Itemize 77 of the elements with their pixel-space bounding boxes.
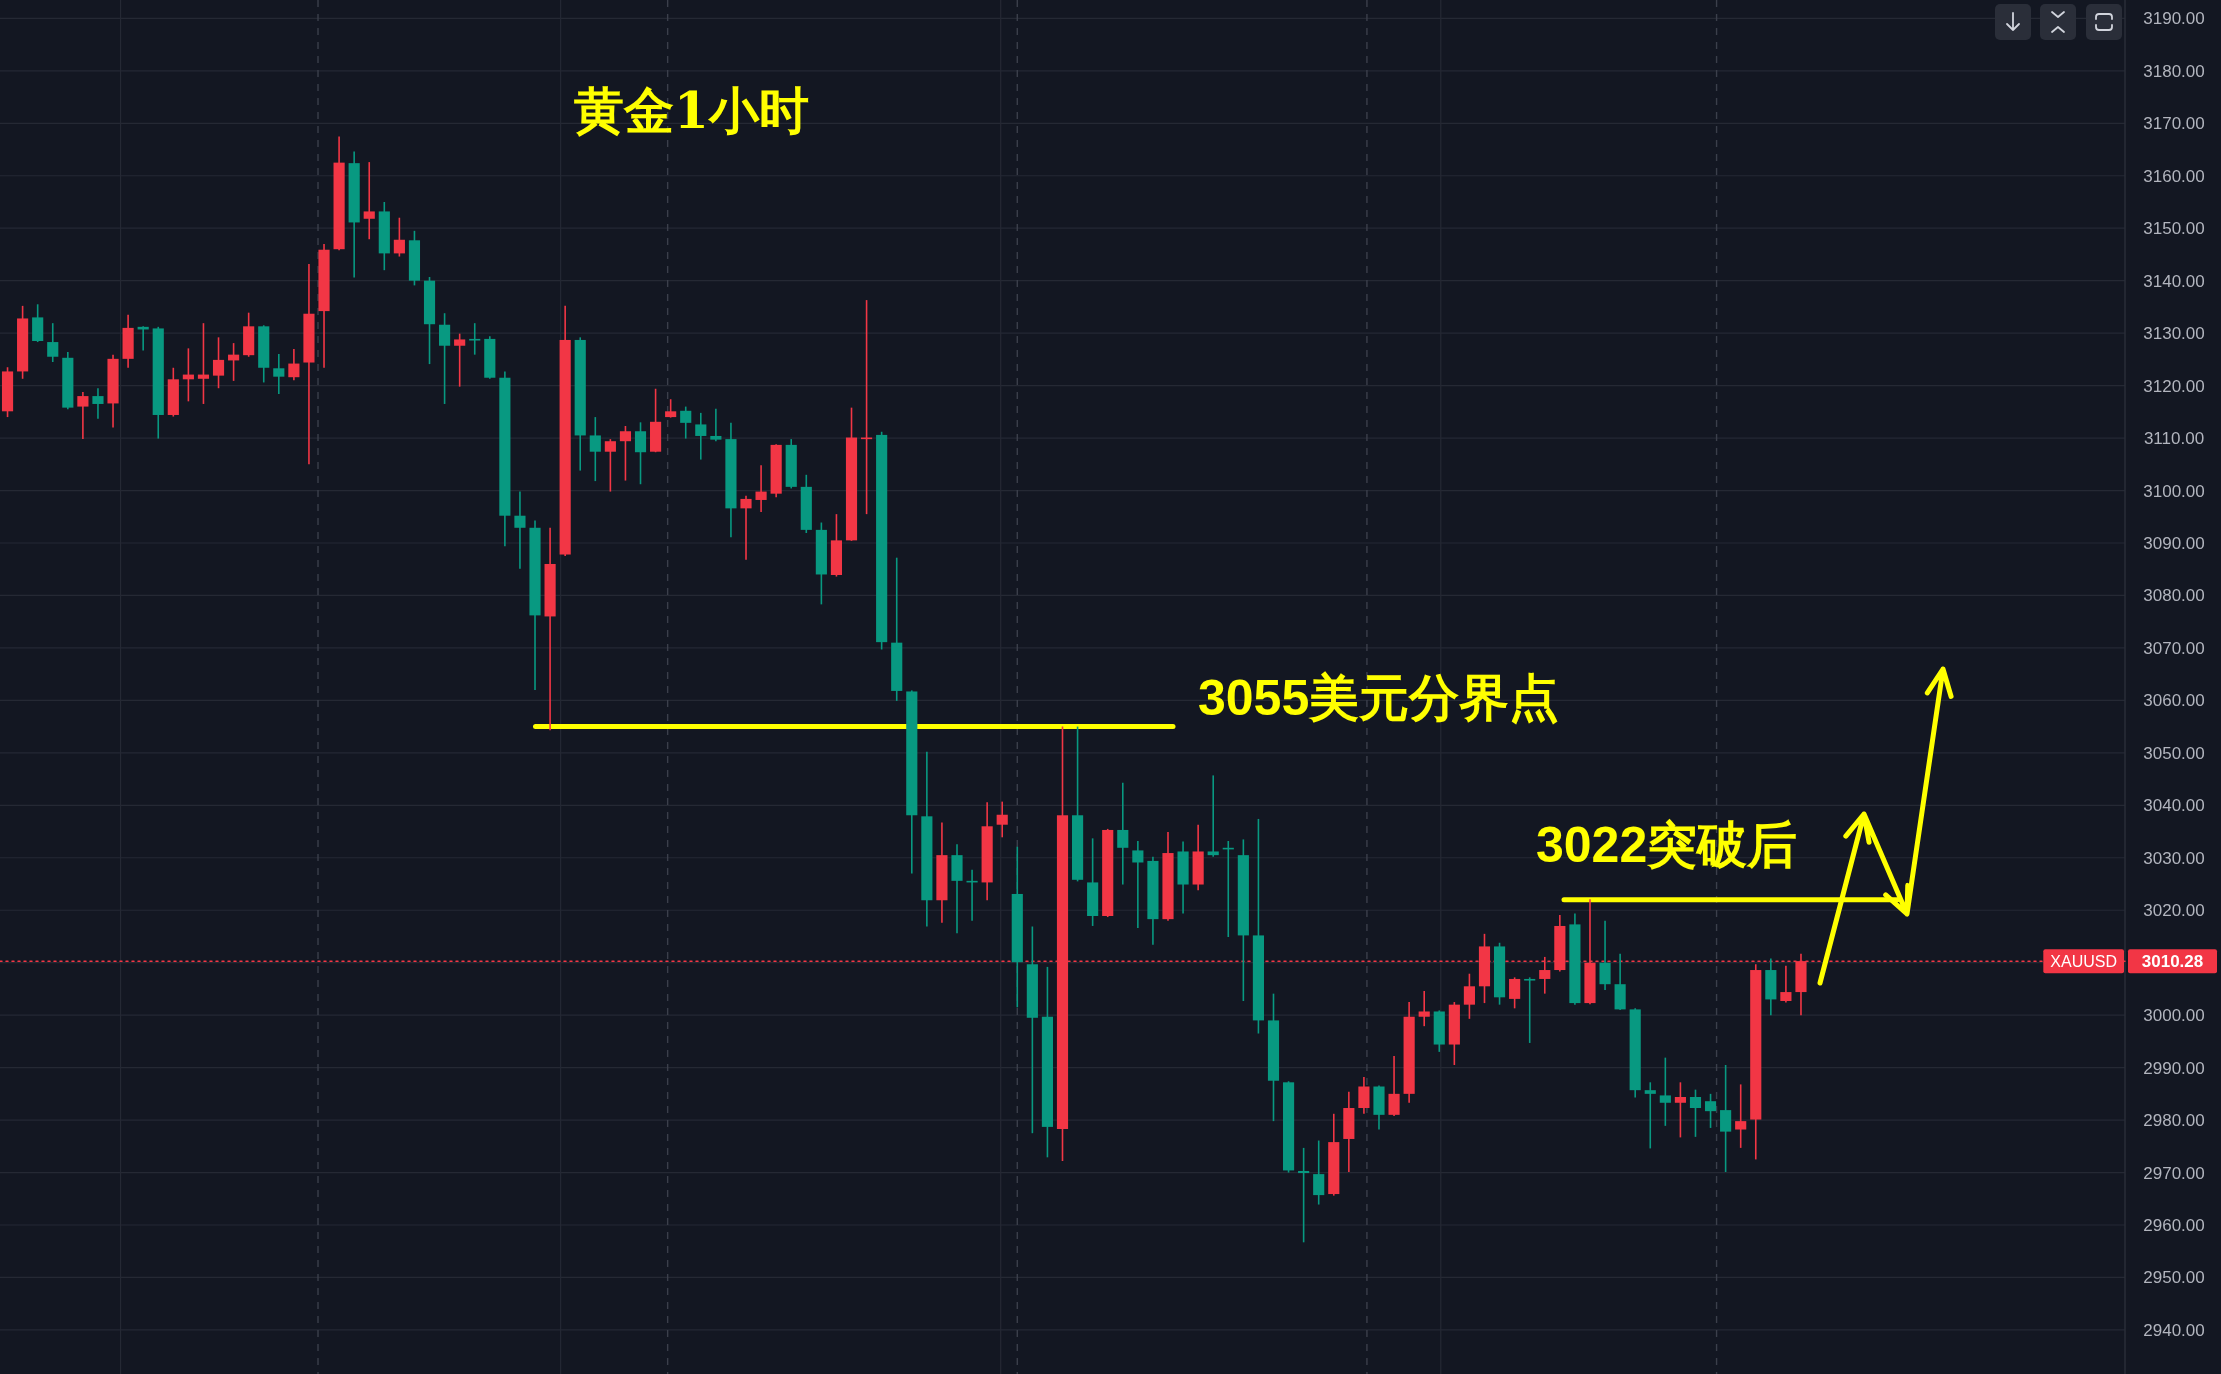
y-tick-label: 3000.00 xyxy=(2143,1006,2205,1026)
candlestick xyxy=(363,161,375,241)
y-tick-label: 3060.00 xyxy=(2143,691,2205,711)
y-tick-label: 3020.00 xyxy=(2143,901,2205,921)
y-tick-label: 3180.00 xyxy=(2143,61,2205,81)
ref-line-label: 3022突破后 xyxy=(1536,816,1798,873)
y-tick-label: 3040.00 xyxy=(2143,796,2205,816)
candlestick xyxy=(1509,976,1521,1010)
candlestick xyxy=(1463,972,1475,1020)
candlestick xyxy=(454,332,466,388)
candlestick xyxy=(469,322,481,356)
candlestick xyxy=(1659,1056,1671,1127)
candlestick xyxy=(1674,1081,1686,1139)
y-tick-label: 3070.00 xyxy=(2143,638,2205,658)
candlestick xyxy=(1720,1064,1732,1173)
candlestick xyxy=(1313,1139,1325,1206)
y-tick-label: 3140.00 xyxy=(2143,271,2205,291)
candlestick xyxy=(1780,965,1792,1004)
candlestick xyxy=(665,398,677,419)
ref-line-label: XAUUSD xyxy=(2050,953,2117,971)
y-tick-label: 3050.00 xyxy=(2143,743,2205,763)
candlestick xyxy=(996,800,1008,839)
candlestick xyxy=(47,322,59,363)
candlestick xyxy=(1358,1076,1370,1115)
candlestick xyxy=(710,407,722,443)
candlestick xyxy=(92,387,104,420)
y-tick-label: 2980.00 xyxy=(2143,1111,2205,1131)
candlestick xyxy=(1539,956,1551,995)
y-tick-label: 3090.00 xyxy=(2143,534,2205,553)
candlestick xyxy=(604,438,616,493)
candlestick xyxy=(393,216,405,258)
candlestick xyxy=(514,490,526,570)
candlestick xyxy=(755,464,767,513)
y-tick-label: 2960.00 xyxy=(2143,1216,2205,1235)
y-tick-label: 2940.00 xyxy=(2143,1320,2205,1340)
y-tick-label: 3150.00 xyxy=(2143,219,2205,239)
candlestick xyxy=(1735,1083,1747,1149)
candlestick xyxy=(1704,1093,1717,1129)
candlestick xyxy=(589,416,601,482)
candlestick xyxy=(32,303,44,343)
candlestick xyxy=(695,412,707,461)
y-tick-label: 2990.00 xyxy=(2143,1058,2205,1078)
candlestick xyxy=(1207,774,1219,858)
y-tick-label: 3110.00 xyxy=(2143,429,2205,449)
title: 黄金1小时 xyxy=(574,81,809,140)
y-tick-label: 3100.00 xyxy=(2143,481,2205,501)
y-tick-label: 3160.00 xyxy=(2143,166,2205,186)
candlestick xyxy=(212,336,225,390)
candlestick xyxy=(77,391,89,440)
candlestick xyxy=(1599,919,1611,991)
y-tick-label: 3080.00 xyxy=(2143,586,2205,606)
candlestick xyxy=(1644,1081,1656,1150)
candlestick xyxy=(1388,1055,1400,1117)
candlestick xyxy=(1117,781,1129,886)
candlestick xyxy=(197,322,210,405)
y-tick-label: 3190.00 xyxy=(2143,9,2205,29)
candlestick xyxy=(1132,840,1144,929)
candlestick xyxy=(740,494,752,561)
candlestick xyxy=(288,348,300,382)
y-tick-label: 3030.00 xyxy=(2143,848,2205,868)
ref-line-label: XAUUSD xyxy=(2043,949,2124,974)
y-tick-label: 3170.00 xyxy=(2143,114,2205,134)
candlestick xyxy=(619,425,632,482)
candlestick xyxy=(1524,976,1536,1044)
y-tick-label: 2970.00 xyxy=(2143,1163,2205,1183)
candlestick xyxy=(1298,1147,1310,1244)
candlestick xyxy=(1418,990,1430,1027)
candlestick xyxy=(680,405,692,440)
y-tick-label: 2950.00 xyxy=(2143,1268,2205,1288)
y-tick-label: 3120.00 xyxy=(2143,376,2205,396)
candlestick xyxy=(273,353,285,395)
candlestick xyxy=(634,421,647,486)
ref-line-label: 3055美元分界点 xyxy=(1198,669,1560,726)
candlestick xyxy=(439,312,451,405)
y-tick-label: 3130.00 xyxy=(2143,324,2205,344)
price-tag: 3010.28 xyxy=(2128,949,2217,974)
candlestick xyxy=(1689,1088,1702,1138)
